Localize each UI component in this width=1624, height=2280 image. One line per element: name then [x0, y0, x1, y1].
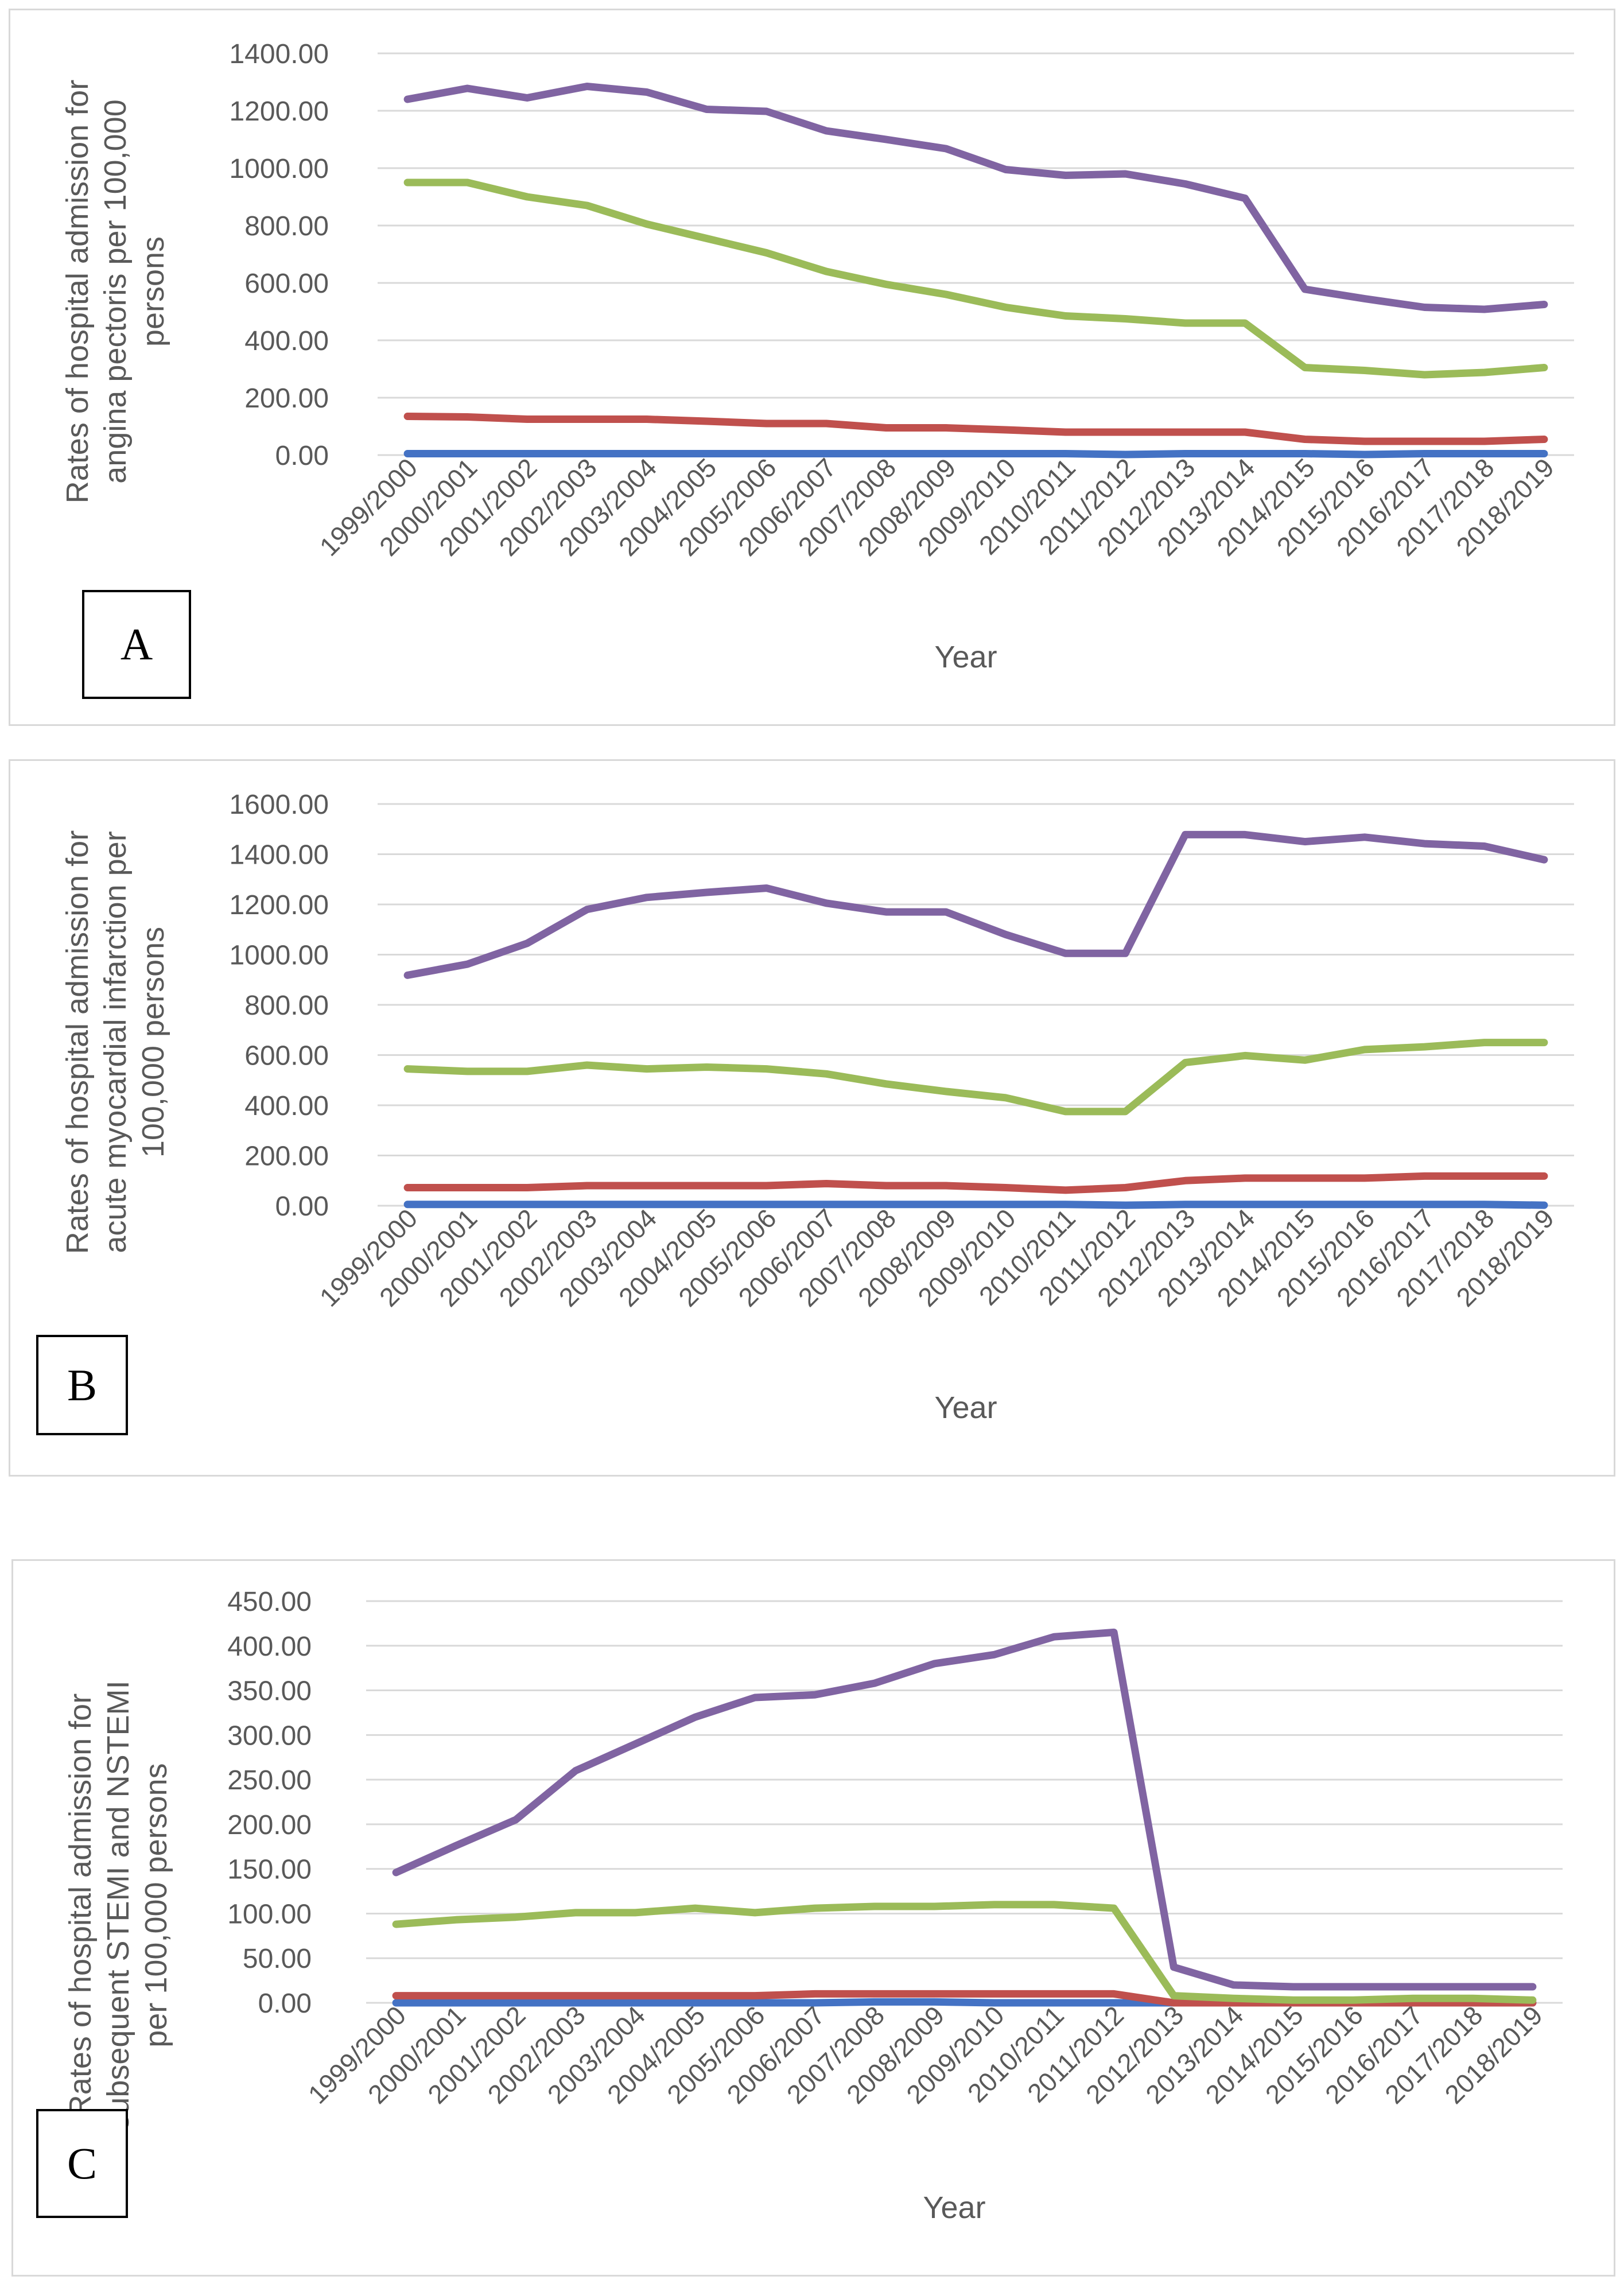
y-tick-label: 350.00 — [227, 1676, 312, 1707]
y-axis-title: Rates of hospital admission for angina pe… — [60, 80, 170, 503]
y-tick-label: 50.00 — [243, 1944, 312, 1974]
y-tick-label: 0.00 — [275, 441, 329, 471]
ami-chart: 0.00 200.00 400.00 600.00 800.00 1000.00 1200.… — [60, 790, 1574, 1425]
series-line-red — [403, 1172, 1548, 1194]
stemi-chart: 0.00 50.00 100.00 150.00 200.00 250.00 300.00 3… — [63, 1587, 1563, 2225]
angina-chart: 0.00 200.00 400.00 600.00 800.00 1000.00 1200.… — [60, 39, 1574, 674]
chart-panel-b: 0.00 200.00 400.00 600.00 800.00 1000.00 1200.… — [9, 759, 1615, 1477]
y-axis-title-line: subsequent STEMI and NSTEMI — [101, 1680, 135, 2130]
y-axis-title-line: 100,000 persons — [136, 927, 170, 1158]
y-tick-label: 600.00 — [244, 1041, 329, 1071]
y-tick-label: 1400.00 — [229, 39, 329, 69]
series-line-blue — [403, 450, 1548, 459]
y-tick-label: 800.00 — [244, 211, 329, 242]
x-axis-title: Year — [934, 640, 997, 674]
y-axis-title-line: acute myocardial infarction per — [98, 831, 133, 1253]
panel-label-b: B — [36, 1335, 128, 1435]
series-line-purple — [403, 830, 1548, 979]
y-axis-title-line: Rates of hospital admission for — [60, 830, 95, 1254]
y-tick-label: 1200.00 — [229, 890, 329, 920]
y-axis-title-line: Rates of hospital admission for — [60, 80, 95, 503]
y-tick-label: 300.00 — [227, 1720, 312, 1751]
y-axis-title-line: persons — [136, 236, 170, 347]
y-tick-label: 0.00 — [275, 1191, 329, 1222]
y-tick-label: 0.00 — [258, 1988, 312, 2019]
y-tick-label: 200.00 — [227, 1810, 312, 1840]
y-tick-label: 450.00 — [227, 1587, 312, 1617]
panel-label-a: A — [82, 590, 191, 699]
y-tick-label: 1200.00 — [229, 96, 329, 127]
y-tick-label: 250.00 — [227, 1765, 312, 1796]
y-axis-title-line: Rates of hospital admission for — [63, 1694, 98, 2117]
y-tick-label: 1600.00 — [229, 790, 329, 820]
y-axis-title-line: angina pectoris per 100,000 — [98, 99, 133, 484]
series-line-green — [392, 1901, 1537, 2004]
y-axis-title: Rates of hospital admission for subsequen… — [63, 1680, 173, 2130]
y-tick-label: 800.00 — [244, 991, 329, 1021]
y-tick-label: 600.00 — [244, 269, 329, 299]
series-line-green — [403, 178, 1548, 379]
y-tick-label: 1000.00 — [229, 941, 329, 971]
x-axis-title: Year — [923, 2190, 985, 2225]
series-line-purple — [392, 1628, 1537, 1991]
y-tick-label: 400.00 — [244, 326, 329, 356]
y-axis-title-line: per 100,000 persons — [139, 1763, 173, 2047]
y-tick-label: 200.00 — [244, 1141, 329, 1172]
y-tick-label: 1400.00 — [229, 840, 329, 871]
series-line-purple — [403, 83, 1548, 313]
y-tick-label: 100.00 — [227, 1899, 312, 1929]
series-line-red — [403, 413, 1548, 445]
y-tick-label: 400.00 — [227, 1632, 312, 1662]
x-axis-title: Year — [934, 1390, 997, 1425]
series-line-green — [403, 1039, 1548, 1116]
panel-label-c: C — [36, 2109, 128, 2218]
y-axis-title: Rates of hospital admission for acute myo… — [60, 830, 170, 1254]
y-tick-label: 150.00 — [227, 1855, 312, 1885]
y-tick-label: 400.00 — [244, 1091, 329, 1121]
y-tick-label: 200.00 — [244, 383, 329, 414]
y-tick-label: 1000.00 — [229, 154, 329, 184]
chart-panel-a: 0.00 200.00 400.00 600.00 800.00 1000.00 1200.… — [9, 9, 1615, 726]
chart-panel-c: 0.00 50.00 100.00 150.00 200.00 250.00 300.00 3… — [11, 1559, 1615, 2277]
